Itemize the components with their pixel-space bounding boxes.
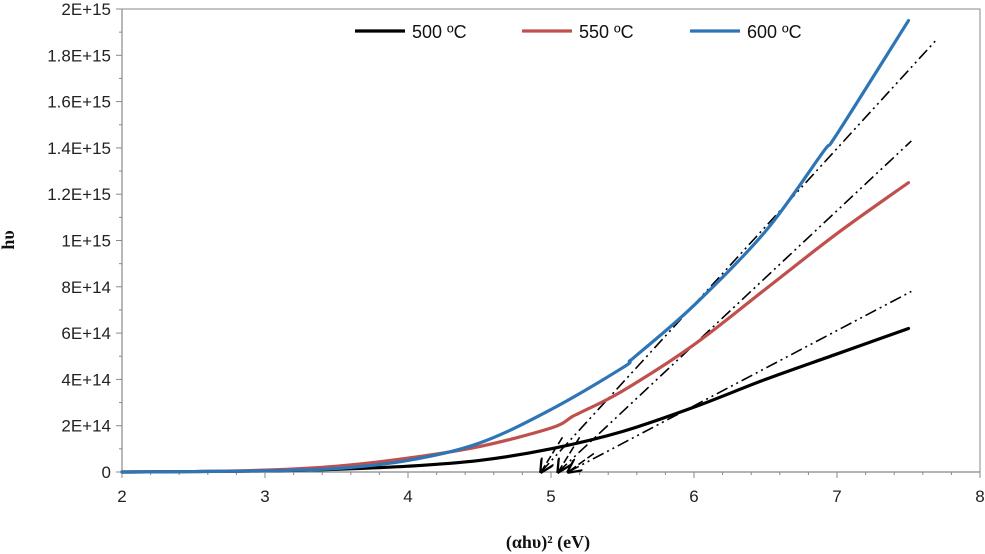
intercept-arrow-1: [541, 436, 564, 472]
y-tick-label: 8E+14: [61, 278, 111, 297]
y-tick-label: 1E+15: [61, 232, 111, 251]
plot-area-border: [121, 8, 981, 473]
x-tick-label: 7: [832, 487, 841, 506]
y-tick-label: 1.2E+15: [47, 185, 111, 204]
y-axis-title: hυ: [0, 230, 18, 249]
y-tick-label: 0: [102, 463, 111, 482]
legend-label-2: 550 ºC: [579, 22, 634, 42]
legend-label-3: 600 ºC: [747, 22, 802, 42]
x-tick-label: 5: [546, 487, 555, 506]
legend-label-1: 500 ºC: [412, 22, 467, 42]
y-tick-label: 2E+15: [61, 0, 111, 19]
y-tick-label: 6E+14: [61, 324, 111, 343]
x-tick-label: 2: [117, 487, 126, 506]
series-line-1: [120, 326, 911, 474]
x-axis-title: (αhυ)² (eV): [506, 532, 590, 553]
y-tick-label: 4E+14: [61, 370, 111, 389]
y-tick-label: 1.8E+15: [47, 46, 111, 65]
x-tick-label: 8: [975, 487, 984, 506]
intercept-arrow-2: [558, 436, 581, 472]
y-tick-label: 1.6E+15: [47, 93, 111, 112]
x-tick-label: 6: [689, 487, 698, 506]
y-tick-label: 2E+14: [61, 417, 111, 436]
tangent-600-line: [540, 38, 938, 473]
y-tick-label: 1.4E+15: [47, 139, 111, 158]
tangent-500-line: [567, 290, 912, 473]
x-tick-label: 3: [260, 487, 269, 506]
tangent-550-line: [557, 140, 912, 473]
series-line-3: [120, 18, 911, 474]
x-tick-label: 4: [403, 487, 412, 506]
intercept-arrow-3: [568, 452, 595, 472]
